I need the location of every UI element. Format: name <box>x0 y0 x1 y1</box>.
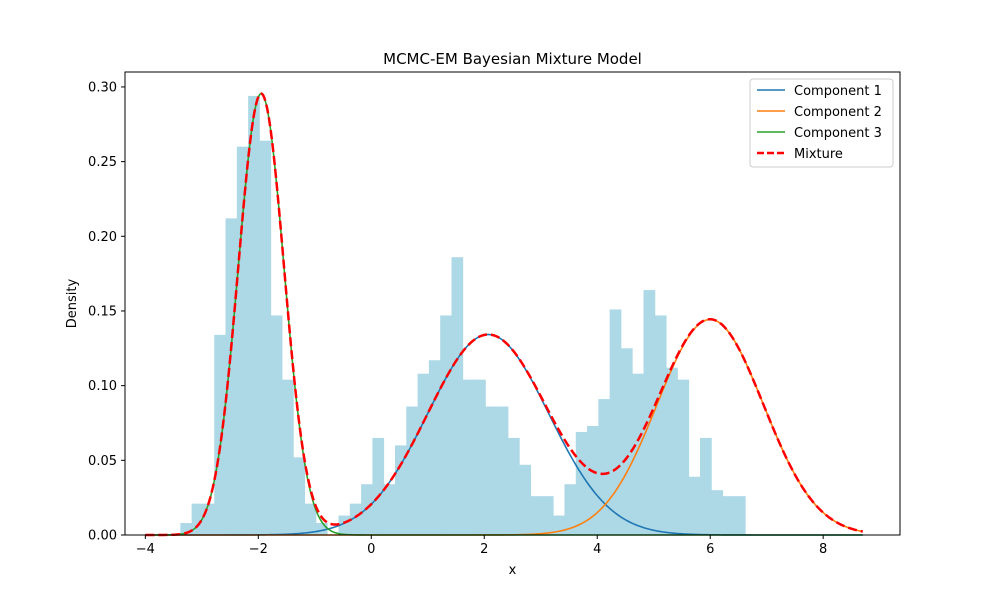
x-tick-label: 4 <box>593 542 601 557</box>
histogram-bar <box>191 503 204 535</box>
histogram-bar <box>406 406 418 535</box>
histogram-bar <box>700 437 712 535</box>
x-axis-label: x <box>509 563 517 578</box>
histogram-bar <box>666 367 678 535</box>
histogram-bar <box>598 399 611 535</box>
histogram-bar <box>643 290 656 535</box>
histogram-bar <box>564 484 577 535</box>
legend-label-component-2: Component 2 <box>794 105 882 120</box>
x-axis-ticks: −4 −2 0 2 4 6 8 <box>136 535 827 557</box>
histogram-bar <box>395 445 407 535</box>
histogram-bar <box>620 348 633 535</box>
x-tick-label: 8 <box>819 542 827 557</box>
histogram-bar <box>225 218 238 535</box>
histogram-bar <box>474 379 486 535</box>
histogram-bar <box>349 503 362 535</box>
histogram-bar <box>688 476 701 535</box>
histogram-bar <box>270 315 283 535</box>
histogram-bar <box>248 95 260 536</box>
histogram-bar <box>654 315 667 535</box>
histogram-bar <box>632 373 644 535</box>
histogram-bar <box>304 503 317 535</box>
x-tick-label: 0 <box>367 542 375 557</box>
mixture-curve <box>145 92 863 537</box>
legend-label-component-1: Component 1 <box>794 84 882 99</box>
histogram-bar <box>609 309 622 535</box>
histogram-bar <box>202 503 215 535</box>
y-axis-ticks: 0.00 0.05 0.10 0.15 0.20 0.25 0.30 <box>88 80 125 544</box>
histogram-bar <box>440 315 452 535</box>
legend: Component 1 Component 2 Component 3 Mixture <box>749 78 894 168</box>
histogram-bar <box>417 373 430 535</box>
histogram <box>180 95 746 536</box>
histogram-bar <box>180 523 193 535</box>
histogram-bar <box>519 464 531 535</box>
x-tick-label: 6 <box>706 542 714 557</box>
y-tick-label: 0.30 <box>88 80 117 95</box>
histogram-bar <box>722 496 735 535</box>
y-tick-label: 0.05 <box>88 454 117 469</box>
histogram-bar <box>338 515 351 535</box>
histogram-bar <box>553 515 565 535</box>
histogram-bar <box>428 360 441 535</box>
y-tick-label: 0.00 <box>88 529 117 544</box>
histogram-bar <box>462 379 475 535</box>
plot-frame <box>124 71 901 536</box>
histogram-bar <box>236 146 249 535</box>
x-tick-label: −2 <box>249 542 268 557</box>
histogram-bar <box>677 379 690 535</box>
histogram-bar <box>711 490 724 535</box>
histogram-bar <box>259 140 272 535</box>
y-tick-label: 0.15 <box>88 304 117 319</box>
x-tick-label: −4 <box>136 542 155 557</box>
legend-label-mixture: Mixture <box>794 147 843 162</box>
chart-title: MCMC-EM Bayesian Mixture Model <box>383 50 642 68</box>
histogram-bar <box>587 425 599 535</box>
x-tick-label: 2 <box>480 542 488 557</box>
histogram-bar <box>451 257 464 535</box>
histogram-bar <box>315 523 328 535</box>
histogram-bar <box>282 379 294 535</box>
y-axis-label: Density <box>65 278 80 328</box>
histogram-bar <box>575 431 588 535</box>
y-tick-label: 0.25 <box>88 155 117 170</box>
histogram-bar <box>485 406 498 535</box>
histogram-bar <box>733 496 746 535</box>
histogram-bar <box>372 437 385 535</box>
histogram-bar <box>541 496 554 535</box>
histogram-bar <box>507 437 520 535</box>
y-tick-label: 0.20 <box>88 230 117 245</box>
histogram-bar <box>214 334 226 535</box>
legend-box <box>749 78 894 168</box>
histogram-bar <box>530 496 543 535</box>
histogram-bar <box>383 484 396 535</box>
histogram-bar <box>293 457 306 535</box>
legend-label-component-3: Component 3 <box>794 126 882 141</box>
histogram-bar <box>496 406 509 535</box>
y-tick-label: 0.10 <box>88 379 117 394</box>
